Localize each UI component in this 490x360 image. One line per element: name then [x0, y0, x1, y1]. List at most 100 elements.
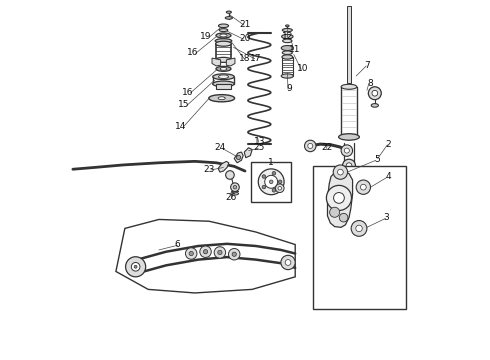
Polygon shape	[212, 58, 220, 66]
Circle shape	[272, 171, 276, 175]
Text: 15: 15	[178, 100, 190, 109]
Circle shape	[200, 246, 211, 257]
Circle shape	[203, 249, 208, 254]
Circle shape	[308, 143, 313, 148]
Text: 10: 10	[296, 64, 308, 73]
Circle shape	[272, 189, 276, 192]
Ellipse shape	[218, 97, 225, 100]
Circle shape	[218, 250, 222, 255]
Text: 18: 18	[239, 54, 251, 63]
Ellipse shape	[213, 74, 234, 80]
Circle shape	[270, 180, 273, 184]
Circle shape	[265, 175, 278, 188]
Ellipse shape	[216, 33, 231, 38]
Ellipse shape	[215, 39, 232, 43]
Circle shape	[361, 184, 366, 190]
Text: 16: 16	[182, 87, 194, 96]
Bar	[313, 166, 406, 309]
Circle shape	[343, 159, 355, 172]
Text: 23: 23	[203, 165, 215, 174]
Circle shape	[356, 225, 362, 231]
Ellipse shape	[231, 192, 239, 195]
Ellipse shape	[371, 104, 378, 107]
Circle shape	[372, 90, 378, 96]
Ellipse shape	[282, 35, 293, 39]
Ellipse shape	[220, 34, 227, 37]
Circle shape	[233, 185, 237, 189]
Ellipse shape	[283, 39, 292, 42]
Circle shape	[186, 248, 197, 259]
Ellipse shape	[341, 134, 357, 139]
Circle shape	[262, 175, 266, 178]
Text: 19: 19	[200, 32, 211, 41]
Ellipse shape	[209, 95, 235, 102]
Ellipse shape	[216, 66, 231, 71]
Circle shape	[262, 185, 266, 189]
Text: 4: 4	[386, 172, 391, 181]
Ellipse shape	[216, 57, 231, 62]
Text: 26: 26	[225, 193, 236, 202]
Circle shape	[131, 262, 140, 271]
Circle shape	[326, 185, 351, 211]
Text: 13: 13	[254, 137, 265, 146]
Circle shape	[356, 180, 370, 194]
Bar	[251, 162, 291, 202]
Polygon shape	[245, 148, 252, 158]
Ellipse shape	[339, 134, 359, 140]
Circle shape	[134, 265, 137, 268]
Text: 22: 22	[322, 143, 333, 152]
Text: 16: 16	[187, 48, 199, 57]
Text: 2: 2	[386, 140, 391, 149]
Circle shape	[368, 87, 381, 100]
Circle shape	[330, 207, 340, 217]
Ellipse shape	[282, 55, 293, 59]
Bar	[347, 6, 351, 83]
Text: 21: 21	[239, 19, 251, 28]
Circle shape	[258, 169, 284, 195]
Circle shape	[225, 171, 234, 179]
Circle shape	[334, 193, 344, 203]
Ellipse shape	[219, 75, 228, 78]
Circle shape	[281, 255, 295, 270]
Circle shape	[278, 180, 282, 184]
Polygon shape	[327, 171, 353, 227]
Ellipse shape	[226, 11, 231, 13]
Circle shape	[339, 213, 348, 222]
Ellipse shape	[344, 85, 353, 89]
Circle shape	[278, 186, 282, 190]
Text: 20: 20	[239, 34, 251, 43]
Ellipse shape	[286, 25, 289, 27]
Text: 1: 1	[268, 158, 274, 167]
Text: 14: 14	[175, 122, 186, 131]
Text: 25: 25	[254, 143, 265, 152]
Ellipse shape	[282, 51, 293, 54]
Ellipse shape	[219, 24, 228, 28]
Text: 3: 3	[384, 213, 390, 222]
Text: 5: 5	[374, 155, 380, 164]
Ellipse shape	[281, 45, 294, 50]
Bar	[216, 84, 231, 89]
Circle shape	[125, 257, 146, 277]
Circle shape	[189, 251, 194, 256]
Circle shape	[228, 248, 240, 260]
Circle shape	[338, 169, 343, 175]
Text: 7: 7	[364, 61, 370, 70]
Circle shape	[285, 260, 291, 265]
Circle shape	[275, 184, 284, 193]
Circle shape	[236, 155, 241, 159]
Circle shape	[346, 163, 352, 168]
Ellipse shape	[220, 67, 227, 70]
Circle shape	[351, 221, 367, 236]
Text: 9: 9	[286, 84, 292, 93]
Circle shape	[341, 145, 353, 156]
Ellipse shape	[216, 41, 231, 46]
Text: 11: 11	[289, 45, 300, 54]
Ellipse shape	[219, 29, 228, 32]
Circle shape	[344, 148, 349, 153]
Polygon shape	[218, 161, 229, 172]
Polygon shape	[226, 58, 235, 66]
Ellipse shape	[282, 28, 293, 32]
Circle shape	[232, 252, 236, 256]
Ellipse shape	[341, 84, 357, 89]
Text: 8: 8	[367, 79, 373, 88]
